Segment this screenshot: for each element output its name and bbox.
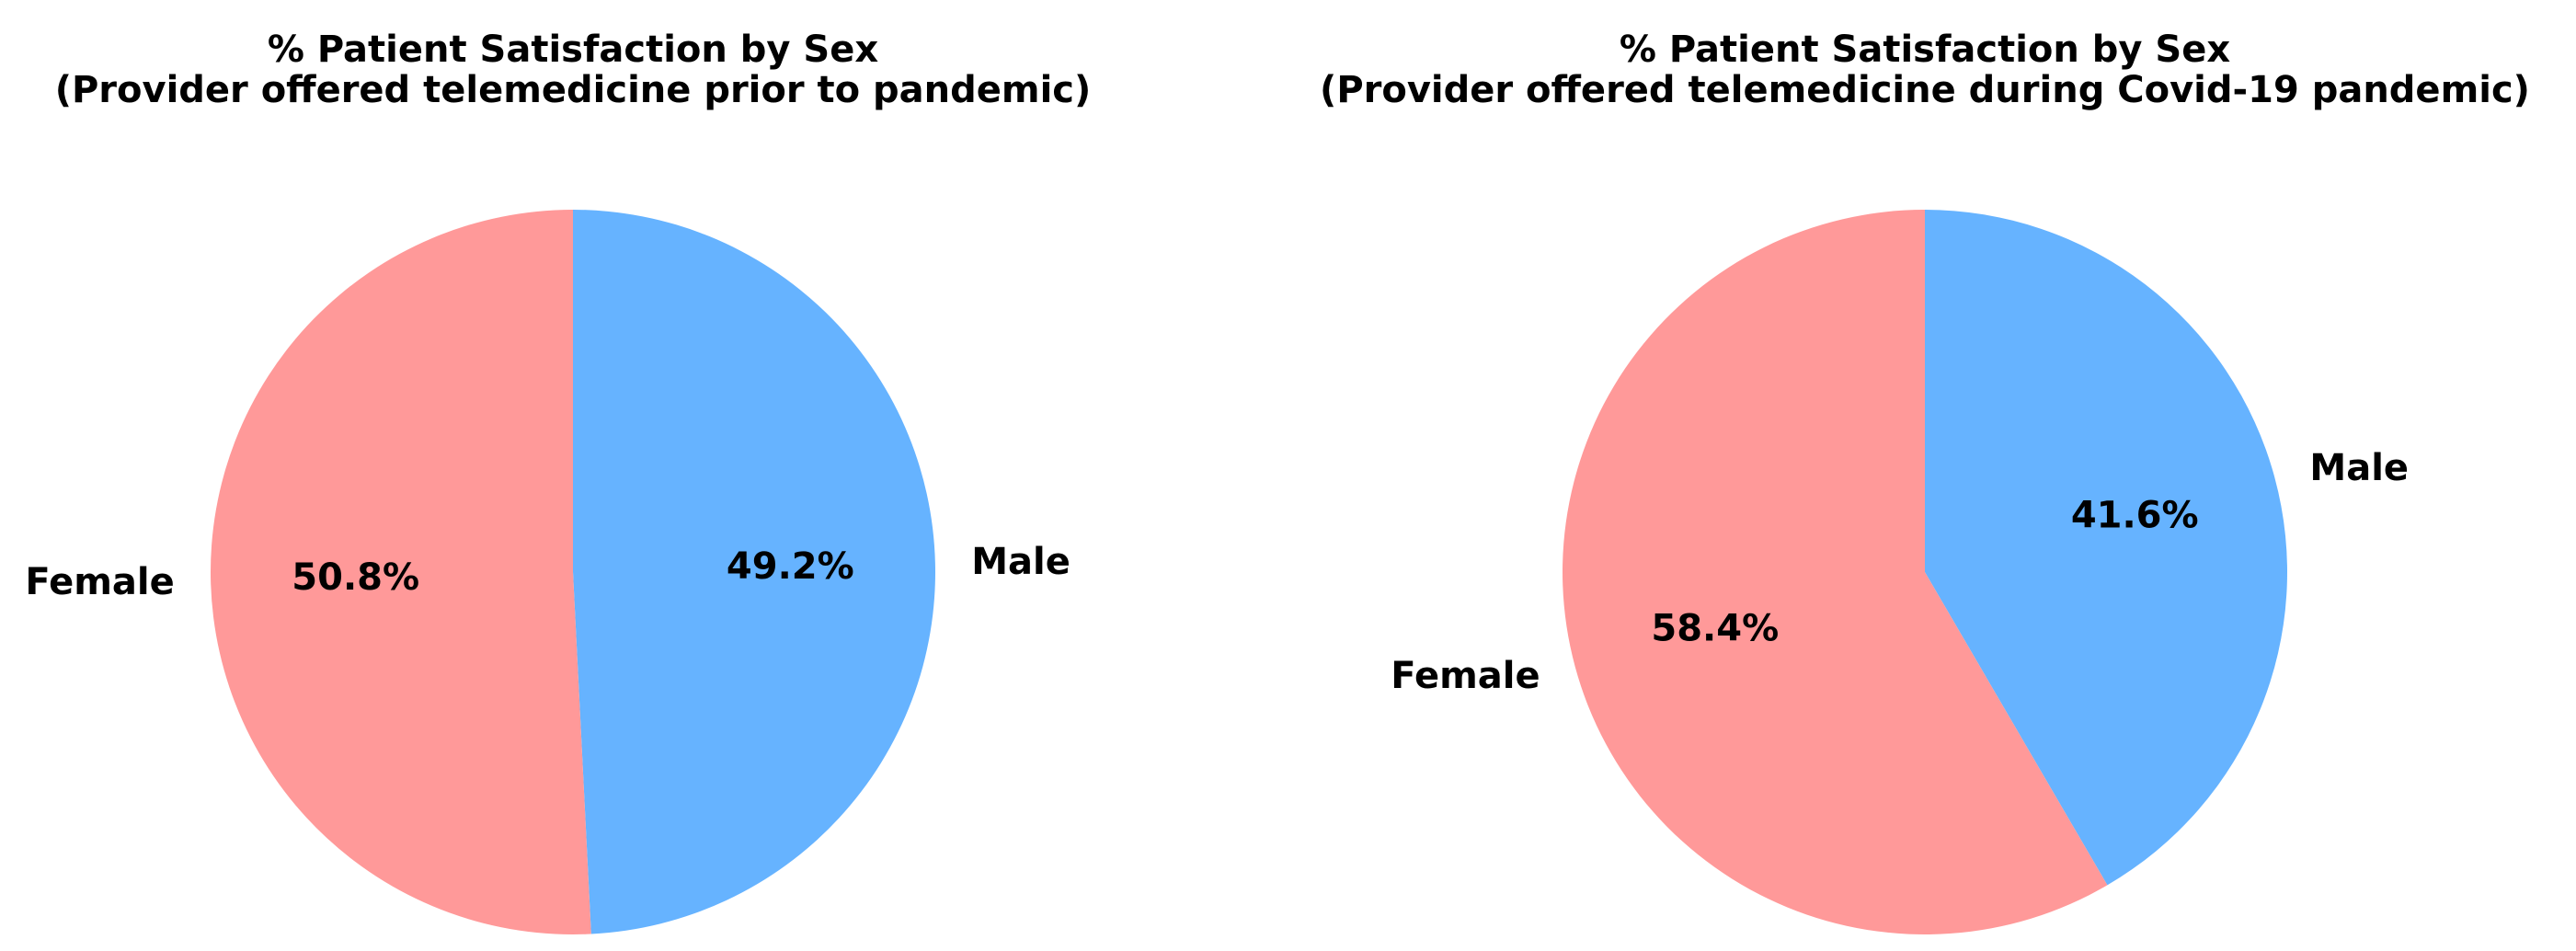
pie-chart-during: % Patient Satisfaction by Sex (Provider … [1320,29,2530,934]
pie-labels: 49.2% Male 50.8% Female [25,541,1070,603]
pie-slices [1563,210,2287,934]
pie-labels: 41.6% Male 58.4% Female [1391,447,2409,697]
pct-label-female: 58.4% [1651,608,1779,650]
slice-label-female: Female [25,561,174,603]
pie-chart-prior: % Patient Satisfaction by Sex (Provider … [25,29,1092,935]
chart-subtitle: (Provider offered telemedicine prior to … [55,69,1092,111]
chart-title: % Patient Satisfaction by Sex [1620,29,2231,71]
pie-slice-male [1925,210,2287,886]
slice-label-male: Male [2309,447,2409,489]
pie-slice-female [210,210,591,935]
slice-label-female: Female [1391,655,1540,697]
chart-subtitle: (Provider offered telemedicine during Co… [1320,69,2530,111]
pct-label-male: 49.2% [727,545,854,588]
pie-slices [210,210,935,935]
pie-slice-female [1563,210,2108,934]
slice-label-male: Male [971,541,1070,583]
pct-label-female: 50.8% [292,556,419,599]
pct-label-male: 41.6% [2071,494,2199,536]
pie-slice-male [573,210,935,934]
chart-title: % Patient Satisfaction by Sex [268,29,879,71]
